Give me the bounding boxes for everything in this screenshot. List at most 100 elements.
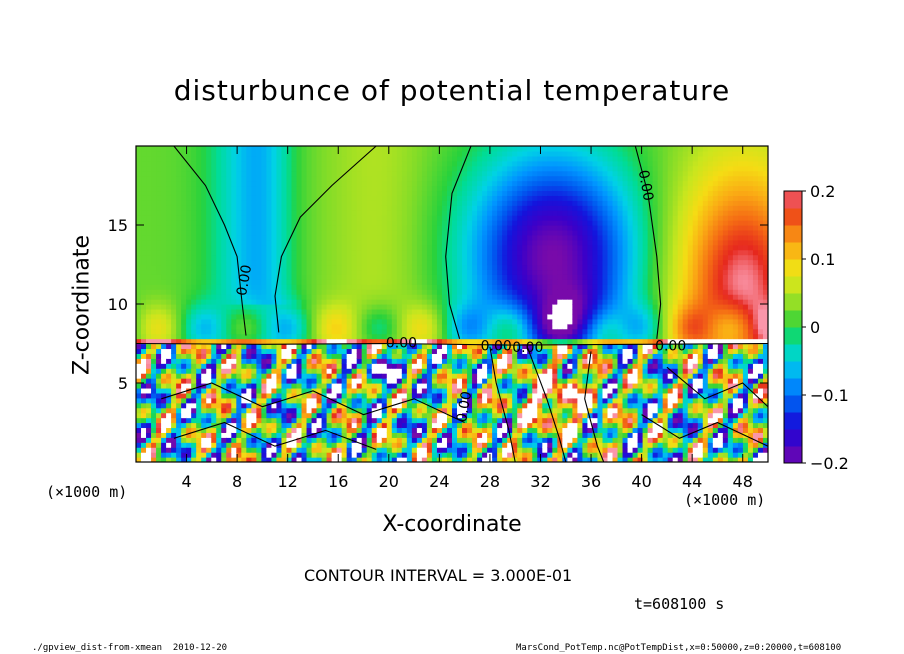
- heatmap-cell: [452, 378, 458, 384]
- heatmap-cell: [261, 457, 268, 462]
- heatmap-cell: [216, 195, 222, 201]
- heatmap-cell: [281, 229, 288, 236]
- heatmap-cell: [226, 338, 232, 345]
- heatmap-cell: [416, 225, 423, 231]
- heatmap-cell: [507, 254, 513, 261]
- heatmap-cell: [231, 432, 237, 438]
- heatmap-cell: [261, 284, 268, 290]
- heatmap-cell: [391, 348, 398, 354]
- heatmap-cell: [136, 299, 142, 305]
- heatmap-cell: [301, 180, 308, 187]
- heatmap-cell: [431, 308, 438, 315]
- heatmap-cell: [376, 363, 383, 369]
- heatmap-cell: [201, 294, 207, 300]
- heatmap-cell: [211, 343, 217, 350]
- heatmap-cell: [311, 175, 318, 182]
- heatmap-cell: [386, 229, 393, 236]
- heatmap-cell: [176, 348, 182, 354]
- heatmap-cell: [246, 269, 252, 275]
- heatmap-cell: [181, 220, 187, 226]
- heatmap-cell: [211, 457, 217, 462]
- heatmap-cell: [191, 225, 197, 231]
- heatmap-cell: [346, 244, 353, 251]
- heatmap-cell: [436, 358, 443, 364]
- heatmap-cell: [502, 165, 508, 172]
- heatmap-cell: [161, 457, 167, 462]
- heatmap-cell: [376, 417, 383, 424]
- heatmap-cell: [261, 437, 268, 443]
- heatmap-cell: [441, 239, 448, 246]
- heatmap-cell: [136, 308, 142, 315]
- heatmap-cell: [467, 254, 473, 261]
- heatmap-cell: [351, 387, 358, 394]
- heatmap-cell: [356, 274, 363, 280]
- heatmap-cell: [286, 264, 293, 271]
- heatmap-cell: [457, 264, 463, 271]
- heatmap-cell: [421, 412, 428, 419]
- heatmap-cell: [156, 442, 162, 448]
- heatmap-cell: [151, 254, 157, 261]
- heatmap-cell: [301, 383, 308, 389]
- heatmap-cell: [346, 146, 353, 152]
- heatmap-cell: [341, 363, 348, 369]
- heatmap-cell: [171, 299, 177, 305]
- heatmap-cell: [236, 447, 242, 453]
- heatmap-cell: [457, 373, 463, 379]
- heatmap-cell: [502, 343, 508, 350]
- heatmap-cell: [426, 353, 433, 359]
- heatmap-cell: [406, 343, 413, 350]
- heatmap-cell: [256, 417, 262, 424]
- heatmap-cell: [507, 437, 513, 443]
- heatmap-cell: [156, 244, 162, 251]
- heatmap-cell: [286, 190, 293, 196]
- heatmap-cell: [457, 358, 463, 364]
- heatmap-cell: [161, 190, 167, 196]
- heatmap-cell: [517, 210, 523, 216]
- heatmap-cell: [341, 299, 348, 305]
- heatmap-cell: [236, 244, 242, 251]
- heatmap-cell: [311, 249, 318, 256]
- heatmap-cell: [181, 234, 187, 241]
- heatmap-cell: [161, 387, 167, 394]
- heatmap-cell: [366, 249, 373, 256]
- heatmap-cell: [371, 442, 378, 448]
- heatmap-cell: [467, 150, 473, 157]
- heatmap-cell: [161, 308, 167, 315]
- heatmap-cell: [231, 284, 237, 290]
- heatmap-cell: [477, 160, 483, 167]
- heatmap-cell: [146, 412, 152, 419]
- heatmap-cell: [156, 229, 162, 236]
- heatmap-cell: [336, 254, 343, 261]
- heatmap-cell: [346, 383, 353, 389]
- heatmap-cell: [356, 244, 363, 251]
- heatmap-cell: [356, 353, 363, 359]
- heatmap-cell: [356, 422, 363, 429]
- heatmap-cell: [346, 210, 353, 216]
- heatmap-cell: [446, 289, 453, 295]
- heatmap-cell: [256, 210, 262, 216]
- heatmap-cell: [256, 264, 262, 271]
- heatmap-cell: [467, 210, 473, 216]
- heatmap-cell: [346, 407, 353, 414]
- heatmap-cell: [331, 225, 338, 231]
- heatmap-cell: [236, 304, 242, 310]
- heatmap-cell: [276, 239, 283, 246]
- heatmap-cell: [136, 244, 142, 251]
- heatmap-cell: [151, 294, 157, 300]
- heatmap-cell: [146, 195, 152, 201]
- heatmap-cell: [136, 294, 142, 300]
- heatmap-cell: [246, 284, 252, 290]
- heatmap-cell: [271, 205, 278, 211]
- heatmap-cell: [376, 412, 383, 419]
- heatmap-cell: [271, 264, 278, 271]
- heatmap-cell: [381, 452, 388, 458]
- heatmap-cell: [166, 338, 172, 345]
- heatmap-cell: [431, 412, 438, 419]
- heatmap-cell: [396, 160, 403, 167]
- heatmap-cell: [406, 447, 413, 453]
- heatmap-cell: [191, 363, 197, 369]
- heatmap-cell: [431, 392, 438, 399]
- heatmap-cell: [151, 397, 157, 404]
- heatmap-cell: [401, 407, 408, 414]
- heatmap-cell: [271, 383, 278, 389]
